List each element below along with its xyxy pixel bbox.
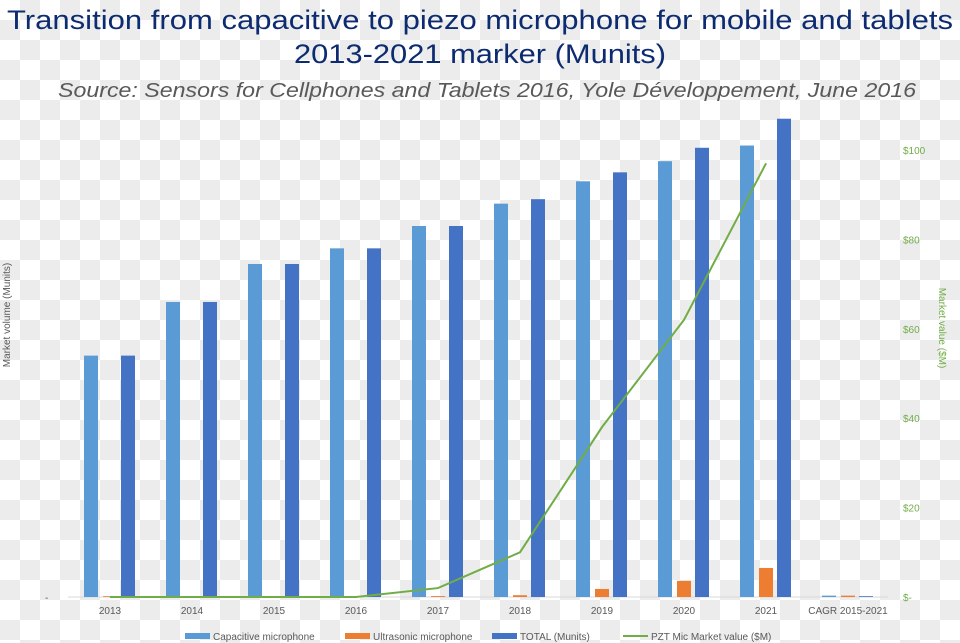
- legend-swatch: [492, 633, 517, 639]
- x-tick-label: 2013: [99, 606, 122, 617]
- point-pzt-2021: [765, 162, 767, 164]
- point-pzt-2020: [683, 319, 685, 321]
- y2-tick-label: $80: [903, 235, 920, 246]
- bar-total-munits--2015: [285, 263, 299, 597]
- point-pzt-2013: [109, 596, 111, 598]
- y2-tick-label: $40: [903, 414, 920, 425]
- x-tick-label: 2021: [755, 606, 778, 617]
- point-pzt-2014: [191, 596, 193, 598]
- y-axis-baseline-label: -: [45, 593, 48, 604]
- bar-capacitive-microphone-2013: [84, 355, 98, 597]
- x-tick-label: 2019: [591, 606, 614, 617]
- y2-tick-label: $60: [903, 325, 920, 336]
- point-pzt-2017: [437, 587, 439, 589]
- bar-capacitive-microphone-2017: [412, 225, 426, 598]
- x-tick-label: 2015: [263, 606, 286, 617]
- bar-capacitive-microphone-cagr-2015-2021: [822, 595, 836, 597]
- point-pzt-2018: [519, 551, 521, 553]
- bar-total-munits--2019: [613, 172, 627, 597]
- point-pzt-2019: [601, 426, 603, 428]
- bar-capacitive-microphone-2021: [740, 145, 754, 597]
- legend-swatch: [345, 633, 370, 639]
- bar-capacitive-microphone-2014: [166, 301, 180, 597]
- y2-axis-label: Market value ($M): [936, 288, 947, 369]
- legend-label: Capacitive microphone: [213, 632, 315, 643]
- bar-capacitive-microphone-2019: [576, 181, 590, 598]
- point-pzt-2016: [355, 596, 357, 598]
- y-axis-label: Market volume (Munits): [2, 263, 13, 367]
- bar-total-munits--2013: [121, 355, 135, 597]
- y2-tick-label: $-: [903, 593, 912, 604]
- bar-ultrasonic-microphone-2018: [513, 595, 527, 597]
- x-tick-label: CAGR 2015-2021: [808, 606, 888, 617]
- bar-total-munits--2021: [777, 118, 791, 598]
- bar-total-munits--2020: [695, 147, 709, 597]
- chart-title-line2: 2013-2021 marker (Munits): [294, 39, 666, 69]
- x-tick-label: 2018: [509, 606, 532, 617]
- bar-capacitive-microphone-2015: [248, 263, 262, 597]
- bar-total-munits--2018: [531, 199, 545, 598]
- y2-tick-label: $20: [903, 504, 920, 515]
- legend-label: PZT Mic Market value ($M): [651, 632, 771, 643]
- legend-label: TOTAL (Munits): [520, 632, 590, 643]
- legend-label: Ultrasonic microphone: [373, 632, 473, 643]
- y2-tick-label: $100: [903, 146, 926, 157]
- x-tick-label: 2020: [673, 606, 696, 617]
- bar-ultrasonic-microphone-2017: [431, 596, 445, 597]
- x-tick-label: 2014: [181, 606, 204, 617]
- x-tick-label: 2017: [427, 606, 450, 617]
- bar-ultrasonic-microphone-2019: [595, 588, 609, 597]
- bar-total-munits--2014: [203, 301, 217, 597]
- bar-capacitive-microphone-2016: [330, 248, 344, 597]
- bar-ultrasonic-microphone-2021: [759, 567, 773, 597]
- bar-total-munits--cagr-2015-2021: [859, 596, 873, 597]
- bar-capacitive-microphone-2018: [494, 203, 508, 597]
- bar-ultrasonic-microphone-cagr-2015-2021: [841, 595, 855, 597]
- x-tick-label: 2016: [345, 606, 368, 617]
- chart-title: Transition from capacitive to piezo micr…: [7, 5, 953, 35]
- bar-ultrasonic-microphone-2020: [677, 580, 691, 597]
- chart-subtitle: Source: Sensors for Cellphones and Table…: [58, 80, 917, 102]
- bar-total-munits--2017: [449, 225, 463, 598]
- bar-total-munits--2016: [367, 248, 381, 597]
- point-pzt-2015: [273, 596, 275, 598]
- legend-swatch: [185, 633, 210, 639]
- bar-capacitive-microphone-2020: [658, 161, 672, 598]
